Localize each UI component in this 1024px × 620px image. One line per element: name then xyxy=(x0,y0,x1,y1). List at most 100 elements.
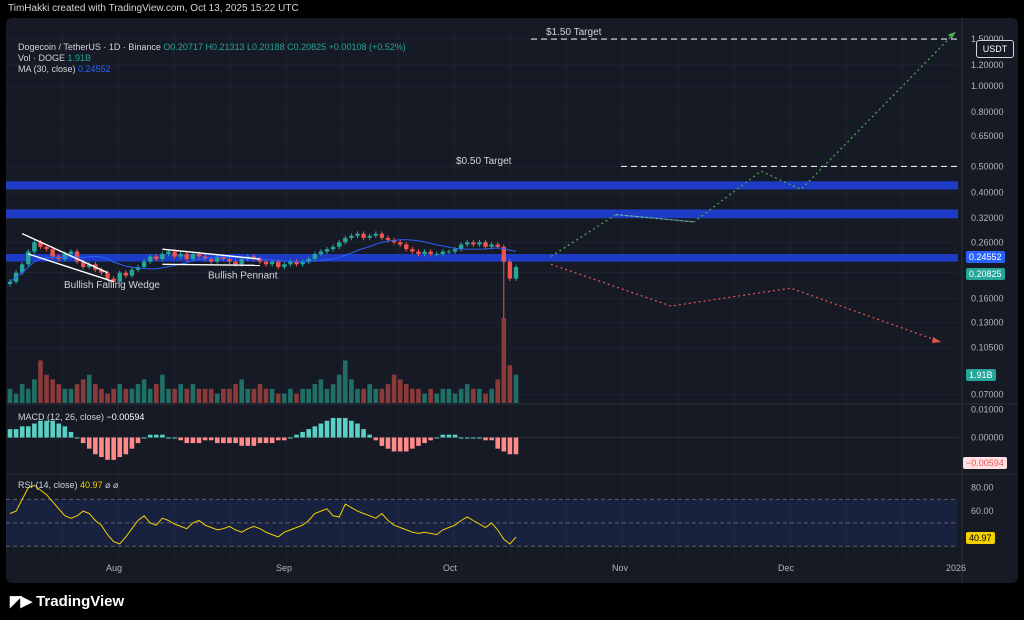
volume-bar xyxy=(410,388,415,403)
macd-histogram-bar xyxy=(13,429,19,438)
volume-bar xyxy=(477,388,482,403)
volume-bar xyxy=(391,374,397,403)
x-tick-label: Sep xyxy=(276,563,292,573)
candle-body xyxy=(184,253,189,260)
legend-high: H0.21313 xyxy=(205,42,245,52)
tradingview-wordmark: TradingView xyxy=(36,592,125,610)
volume-bar xyxy=(483,393,488,403)
macd-histogram-bar xyxy=(160,434,165,438)
candle-body xyxy=(190,253,196,260)
last-price-tag: 0.20825 xyxy=(966,268,1005,280)
candle-body xyxy=(32,242,37,252)
candle-body xyxy=(458,244,464,250)
macd-histogram-bar xyxy=(221,437,226,444)
candle-body xyxy=(74,251,80,262)
volume-bar xyxy=(416,388,421,403)
candle-body xyxy=(276,261,281,268)
macd-histogram-bar xyxy=(7,429,13,438)
candle-body xyxy=(269,261,275,265)
macd-histogram-bar xyxy=(166,437,171,439)
macd-histogram-bar xyxy=(129,437,135,449)
volume-bar xyxy=(330,384,336,403)
volume-bar xyxy=(129,388,135,403)
macd-histogram-bar xyxy=(458,437,464,439)
volume-bar xyxy=(294,393,299,403)
candle-body xyxy=(404,244,409,250)
y-tick-label: 0.26000 xyxy=(971,237,1004,247)
candle-body xyxy=(62,253,68,260)
chart-frame[interactable]: 1.50000 1.20000 1.00000 0.80000 0.65000 0.500… xyxy=(6,18,1018,583)
volume-bar xyxy=(428,388,433,403)
currency-button[interactable]: USDT xyxy=(976,40,1014,58)
volume-bar xyxy=(373,388,379,403)
macd-histogram-bar xyxy=(62,426,68,438)
ma-price-tag: 0.24552 xyxy=(966,251,1005,263)
candle-body xyxy=(355,233,360,236)
legend-close: C0.20825 xyxy=(287,42,327,52)
macd-histogram-bar xyxy=(263,437,269,444)
y-tick-label: 1.20000 xyxy=(971,60,1004,70)
rsi-extra: ⌀ ⌀ xyxy=(105,480,119,490)
candle-body xyxy=(19,264,25,273)
volume-bar xyxy=(489,388,494,403)
volume-bar xyxy=(300,388,305,403)
volume-bar xyxy=(501,318,507,403)
volume-bar xyxy=(324,388,330,403)
macd-histogram-bar xyxy=(501,437,507,452)
candle-body xyxy=(99,269,104,273)
volume-bar xyxy=(80,379,86,403)
candle-body xyxy=(324,249,330,252)
macd-tag: −0.00594 xyxy=(963,457,1007,469)
candle-body xyxy=(513,267,519,279)
macd-histogram-bar xyxy=(294,434,299,438)
volume-bar xyxy=(452,393,458,403)
macd-histogram-bar xyxy=(446,434,452,438)
legend-symbol-line: Dogecoin / TetherUS · 1D · Binance O0.20… xyxy=(18,42,406,53)
macd-histogram-bar xyxy=(123,437,129,455)
macd-histogram-bar xyxy=(483,437,488,441)
y-tick-label: 1.00000 xyxy=(971,81,1004,91)
macd-histogram-bar xyxy=(44,420,49,438)
candle-body xyxy=(282,264,287,268)
candle-body xyxy=(154,256,159,260)
macd-histogram-bar xyxy=(397,437,403,452)
volume-bar xyxy=(282,393,287,403)
macd-histogram-bar xyxy=(306,429,312,438)
legend-volume-line: Vol · DOGE 1.91B xyxy=(18,53,406,64)
macd-histogram-bar xyxy=(385,437,391,449)
macd-histogram-bar xyxy=(464,437,470,439)
candle-body xyxy=(306,259,311,262)
candle-body xyxy=(391,240,397,243)
tradingview-logo[interactable]: ◤▶ TradingView xyxy=(10,592,125,611)
volume-bar xyxy=(440,388,446,403)
candle-body xyxy=(80,261,86,268)
legend-ma-label: MA (30, close) xyxy=(18,64,76,74)
macd-histogram-bar xyxy=(324,420,330,438)
chart-annotation: Bullish Falling Wedge xyxy=(64,280,160,291)
candle-body xyxy=(196,253,202,257)
macd-histogram-bar xyxy=(391,437,397,452)
volume-bar xyxy=(38,360,43,403)
volume-bar xyxy=(471,388,476,403)
volume-bar xyxy=(111,388,116,403)
candle-body xyxy=(379,233,385,238)
volume-bar xyxy=(141,379,147,403)
rsi-tag: 40.97 xyxy=(966,532,995,544)
macd-histogram-bar xyxy=(495,437,501,449)
y-tick-label: 0.13000 xyxy=(971,318,1004,328)
macd-histogram-bar xyxy=(147,434,153,438)
candle-body xyxy=(50,249,55,257)
macd-histogram-bar xyxy=(32,423,37,438)
legend-change: +0.00108 (+0.52%) xyxy=(328,42,406,52)
candle-body xyxy=(129,269,135,276)
volume-bar xyxy=(446,388,452,403)
volume-tag: 1.91B xyxy=(966,369,996,381)
candle-body xyxy=(465,242,470,245)
candle-body xyxy=(300,261,305,265)
candle-body xyxy=(367,235,372,238)
volume-bar xyxy=(86,374,92,403)
volume-bar xyxy=(44,374,49,403)
price-chart[interactable]: 1.50000 1.20000 1.00000 0.80000 0.65000 0.500… xyxy=(6,18,1018,583)
volume-bar xyxy=(166,388,171,403)
volume-bar xyxy=(361,388,366,403)
